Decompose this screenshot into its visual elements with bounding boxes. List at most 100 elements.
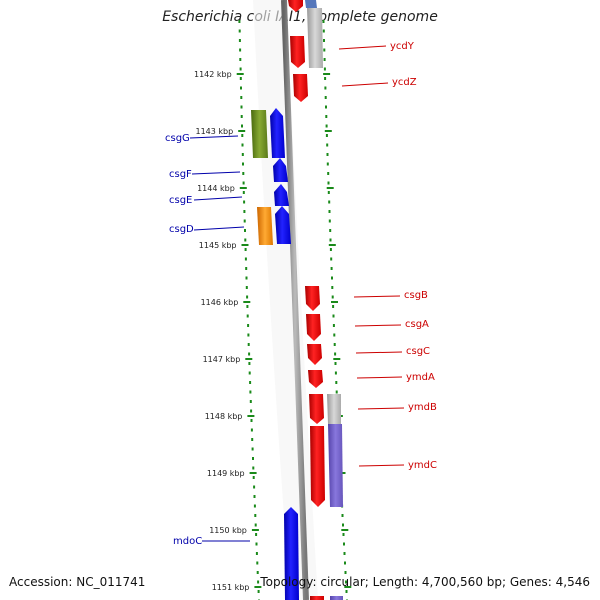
tick-dot: [252, 466, 255, 470]
major-tick: [249, 472, 257, 474]
ruler-label: 1147 kbp: [203, 355, 241, 364]
tick-dot: [240, 115, 243, 118]
tick-dot: [325, 134, 328, 137]
tick-dot: [249, 400, 252, 403]
csgG-leader: [189, 135, 239, 139]
major-tick: [324, 130, 332, 132]
major-tick: [239, 187, 247, 189]
tick-dot: [238, 39, 241, 42]
major-tick: [236, 73, 244, 75]
major-tick: [331, 301, 338, 303]
tick-dot: [256, 571, 259, 574]
tick-dot: [248, 352, 251, 356]
gene-label-csgG: csgG: [165, 133, 190, 144]
tick-dot: [345, 590, 348, 593]
tick-dot: [331, 286, 334, 289]
tick-dot: [334, 352, 337, 356]
mdoC-gene-arrow: [284, 507, 299, 600]
tick-dot: [329, 248, 332, 251]
tick-dot: [326, 143, 329, 147]
tick-dot: [243, 219, 246, 223]
tick-dot: [250, 409, 253, 413]
tick-dot: [343, 542, 345, 546]
major-tick: [344, 586, 352, 588]
tick-dot: [251, 447, 254, 451]
ruler-label: 1145 kbp: [199, 241, 237, 250]
tick-dot: [327, 191, 330, 194]
tick-dot: [248, 371, 251, 375]
csgD-gene-arrow: [275, 206, 291, 244]
forward-features: [288, 0, 343, 600]
csgA-leader: [354, 324, 402, 327]
ruler-label: 1142 kbp: [194, 70, 232, 79]
tick-dot: [240, 96, 243, 99]
tick-dot: [238, 29, 241, 33]
tick-dot: [328, 219, 331, 223]
gene-label-csgA: csgA: [405, 319, 429, 330]
gene-label-csgD: csgD: [169, 224, 194, 235]
ymdC-cds-box: [328, 424, 343, 507]
ruler-label: 1144 kbp: [197, 184, 235, 193]
ruler-label: 1143 kbp: [195, 127, 233, 136]
major-tick: [333, 358, 341, 360]
bottom-purple-fragment: [330, 596, 343, 600]
tick-dot: [239, 48, 242, 52]
ycdY-leader: [338, 45, 387, 50]
ycdY-gene-arrow: [290, 36, 305, 68]
tick-dot: [323, 67, 326, 71]
major-tick: [241, 244, 249, 246]
tick-dot: [248, 362, 251, 365]
csgA-gene-arrow: [306, 314, 321, 341]
tick-dot: [251, 438, 254, 441]
tick-dot: [329, 229, 332, 232]
tick-dot: [247, 333, 250, 337]
tick-dot: [241, 124, 243, 128]
csgC-gene-arrow: [307, 344, 322, 365]
tick-dot: [243, 200, 246, 204]
tick-dot: [342, 523, 344, 527]
tick-dot: [242, 181, 245, 185]
gene-label-ycdZ: ycdZ: [392, 77, 417, 88]
tick-dot: [239, 77, 242, 80]
ymdB-gene-arrow: [309, 394, 324, 424]
tick-dot: [244, 229, 246, 232]
tick-dot: [341, 514, 344, 517]
gene-label-csgC: csgC: [406, 346, 430, 357]
tick-dot: [254, 523, 257, 527]
tick-dot: [244, 257, 247, 261]
tick-dot: [343, 552, 346, 555]
csgF-leader: [191, 171, 241, 175]
tick-dot: [328, 200, 331, 204]
tick-dot: [241, 134, 244, 137]
tick-dot: [325, 124, 328, 128]
csgB-leader: [353, 295, 401, 298]
ruler-label: 1146 kbp: [201, 298, 239, 307]
tick-dot: [246, 314, 249, 318]
major-tick: [328, 244, 336, 246]
gene-label-csgF: csgF: [169, 169, 192, 180]
ycdZ-gene-arrow: [293, 74, 308, 102]
csgE-gene-arrow: [274, 184, 289, 206]
major-tick: [243, 301, 251, 303]
tick-dot: [240, 86, 242, 90]
tick-dot: [252, 457, 254, 460]
csgB-gene-arrow: [305, 286, 320, 311]
tick-dot: [238, 20, 241, 23]
top-forward-fragment: [288, 0, 303, 12]
tick-dot: [253, 504, 256, 508]
tick-dot: [241, 153, 244, 156]
gene-label-csgE: csgE: [169, 195, 192, 206]
tick-dot: [334, 371, 337, 375]
gene-label-csgB: csgB: [404, 290, 428, 301]
accession-label: Accession: NC_011741: [9, 575, 146, 589]
tick-dot: [252, 476, 255, 479]
gene-label-ycdY: ycdY: [390, 41, 415, 52]
csgG-gene-arrow: [270, 108, 285, 158]
major-tick: [254, 586, 262, 588]
tick-dot: [329, 238, 332, 242]
tick-dot: [242, 191, 245, 194]
major-tick: [341, 529, 349, 531]
tick-dot: [322, 20, 325, 23]
csgG-cds-box: [251, 110, 268, 158]
